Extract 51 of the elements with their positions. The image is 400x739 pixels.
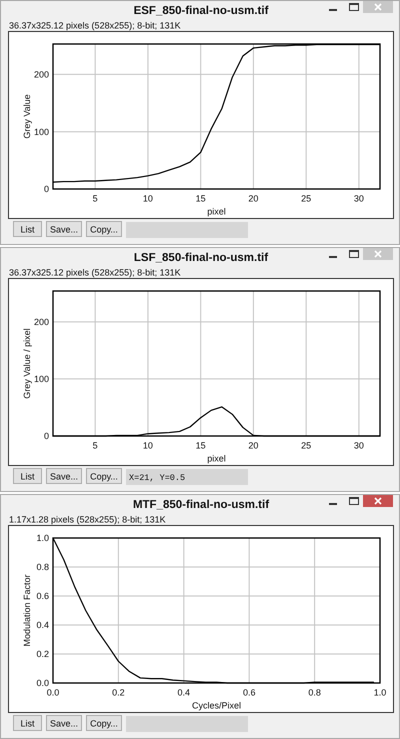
y-axis-title: Grey Value / pixel — [22, 328, 32, 399]
text: X=21, Y=0.5 — [129, 473, 186, 483]
x-tick-label: 10 — [142, 194, 153, 204]
text: Save... — [50, 718, 78, 728]
x-tick-label: 0.8 — [308, 688, 321, 698]
y-tick-label: 0 — [44, 431, 49, 442]
chart-subtitle: 36.37x325.12 pixels (528x255); 8-bit; 131K — [9, 20, 181, 30]
chart-title: ESF_850-final-no-usm.tif — [134, 5, 269, 17]
x-tick-label: 20 — [248, 440, 258, 450]
y-axis-title: Modulation Factor — [22, 574, 32, 647]
y-tick-label: 0.2 — [36, 649, 49, 660]
text: List — [20, 472, 35, 482]
y-axis-title: Grey Value — [22, 94, 32, 139]
y-tick-label: 100 — [34, 126, 49, 137]
y-tick-label: 0 — [44, 184, 49, 194]
x-tick-label: 25 — [301, 194, 312, 204]
y-tick-label: 0.8 — [36, 562, 49, 572]
text: Copy... — [90, 472, 118, 482]
text: Copy... — [90, 224, 118, 234]
x-tick-label: 20 — [248, 194, 258, 204]
y-tick-label: 200 — [34, 317, 49, 328]
chart-title: LSF_850-final-no-usm.tif — [134, 252, 268, 264]
x-tick-label: 0.6 — [242, 688, 256, 698]
chart-subtitle: 36.37x325.12 pixels (528x255); 8-bit; 131K — [9, 268, 181, 278]
text: Save... — [50, 472, 78, 482]
text: Save... — [50, 224, 78, 234]
x-axis-title: Cycles/Pixel — [192, 700, 242, 710]
text: List — [20, 224, 35, 234]
chart-subtitle: 1.17x1.28 pixels (528x255); 8-bit; 131K — [9, 514, 166, 524]
y-tick-label: 100 — [34, 374, 49, 384]
text: Copy... — [90, 718, 118, 728]
y-tick-label: 0.4 — [36, 620, 49, 630]
x-tick-label: 30 — [354, 194, 364, 204]
x-tick-label: 5 — [92, 194, 98, 204]
y-tick-label: 0.6 — [36, 591, 49, 602]
x-axis-title: pixel — [207, 206, 226, 216]
x-axis-title: pixel — [207, 454, 226, 464]
x-tick-label: 15 — [196, 440, 206, 450]
x-tick-label: 10 — [142, 440, 153, 450]
x-tick-label: 5 — [92, 440, 98, 450]
text: List — [20, 718, 35, 728]
y-tick-label: 1.0 — [36, 533, 49, 544]
x-tick-label: 1.0 — [374, 688, 386, 698]
x-tick-label: 0.4 — [178, 688, 190, 698]
x-tick-label: 25 — [301, 440, 312, 450]
y-tick-label: 0.0 — [36, 678, 49, 688]
x-tick-label: 30 — [354, 440, 364, 450]
y-tick-label: 200 — [34, 70, 49, 80]
x-tick-label: 0.2 — [112, 688, 125, 698]
chart-title: MTF_850-final-no-usm.tif — [132, 499, 270, 511]
x-tick-label: 15 — [196, 194, 206, 204]
